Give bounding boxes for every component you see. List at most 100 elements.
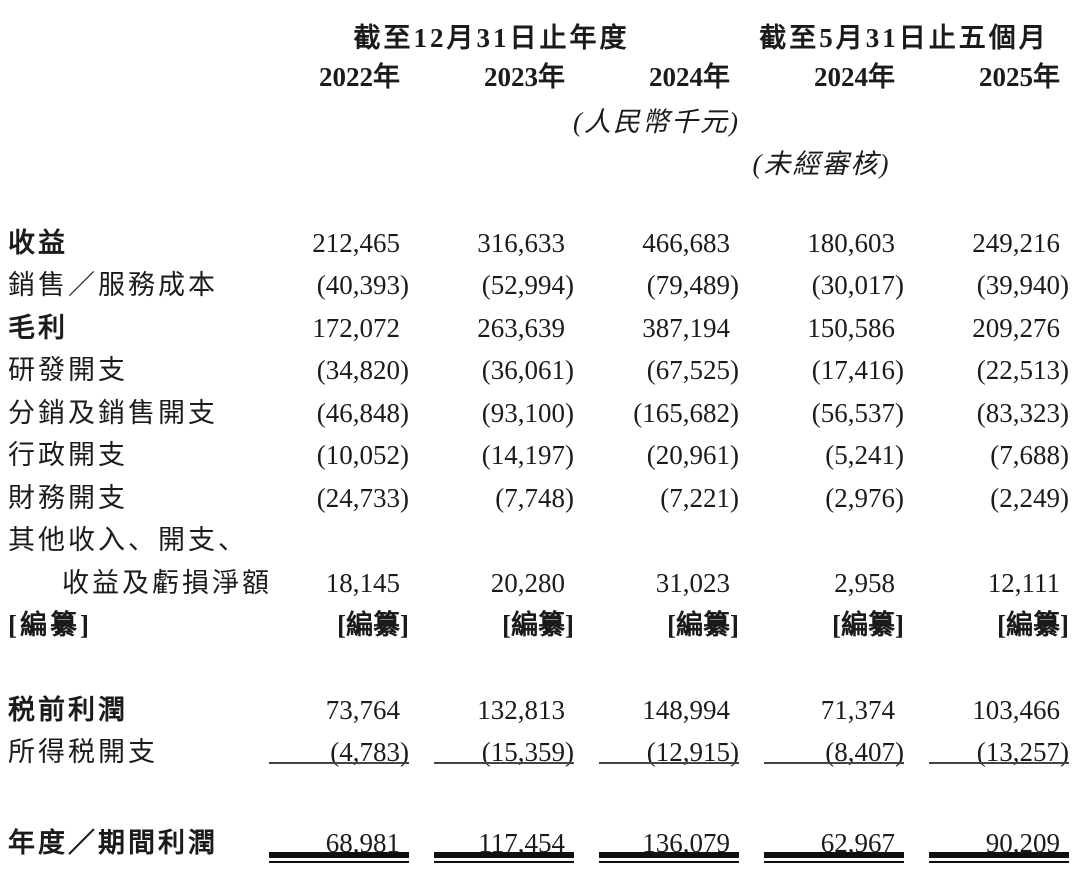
cell-redacted-2025: [編纂] <box>997 610 1069 641</box>
column-group-header-row: 截至12月31日止年度 截至5月31日止五個月 <box>8 14 1077 56</box>
cell-revenue-2022: 212,465 <box>312 227 400 258</box>
cell-other-2025: 12,111 <box>987 567 1060 598</box>
row-cost-of-sales: 銷售／服務成本 (40,393) (52,994) (79,489) (30,0… <box>8 265 1077 308</box>
cell-fin-2024-5m: (2,976) <box>825 482 904 513</box>
row-other-income-line1: 其他收入、開支、 <box>8 520 1077 563</box>
cell-pbt-2024: 148,994 <box>642 694 730 725</box>
cell-tax-2022: (4,783) <box>244 739 409 766</box>
cell-other-2022: 18,145 <box>325 567 400 598</box>
cell-profit-2023: 117,454 <box>409 829 574 863</box>
cell-cost-2022: (40,393) <box>316 270 409 301</box>
row-label: 毛利 <box>8 312 68 343</box>
cell-admin-2023: (14,197) <box>481 440 574 471</box>
column-group-five-months-ended-may31: 截至5月31日止五個月 <box>759 22 1049 53</box>
row-admin-expenses: 行政開支 (10,052) (14,197) (20,961) (5,241) … <box>8 435 1077 478</box>
row-label: 其他收入、開支、 <box>8 525 248 556</box>
row-label: 收益 <box>8 227 68 258</box>
unit-note-row: (人民幣千元) <box>8 98 1077 140</box>
cell-pbt-2022: 73,764 <box>325 694 400 725</box>
row-gross-profit: 毛利 172,072 263,639 387,194 150,586 209,2… <box>8 307 1077 350</box>
cell-redacted-2024-5m: [編纂] <box>832 610 904 641</box>
row-rd-expenses: 研發開支 (34,820) (36,061) (67,525) (17,416)… <box>8 350 1077 393</box>
row-revenue: 收益 212,465 316,633 466,683 180,603 249,2… <box>8 222 1077 265</box>
row-redacted: [編纂] [編纂] [編纂] [編纂] [編纂] [編纂] <box>8 605 1077 648</box>
cell-rd-2024-5m: (17,416) <box>811 355 904 386</box>
row-profit-for-period: 年度／期間利潤 68,981 117,454 136,079 62,967 90… <box>8 822 1077 865</box>
currency-unit-note: (人民幣千元) <box>573 106 740 137</box>
row-label: 行政開支 <box>8 440 128 471</box>
row-label: 分銷及銷售開支 <box>8 397 218 428</box>
cell-redacted-2024: [編纂] <box>667 610 739 641</box>
cell-gross-2023: 263,639 <box>477 312 565 343</box>
spacer <box>8 182 1077 222</box>
cell-fin-2023: (7,748) <box>495 482 574 513</box>
year-header-2023: 2023年 <box>484 61 565 92</box>
cell-rd-2023: (36,061) <box>481 355 574 386</box>
cell-redacted-2023: [編纂] <box>502 610 574 641</box>
cell-gross-2025: 209,276 <box>972 312 1060 343</box>
cell-cost-2024: (79,489) <box>646 270 739 301</box>
cell-rd-2022: (34,820) <box>316 355 409 386</box>
spacer <box>8 647 1077 689</box>
row-distribution-selling-expenses: 分銷及銷售開支 (46,848) (93,100) (165,682) (56,… <box>8 392 1077 435</box>
cell-dist-2025: (83,323) <box>976 397 1069 428</box>
cell-cost-2024-5m: (30,017) <box>811 270 904 301</box>
cell-dist-2024: (165,682) <box>633 397 739 428</box>
cell-gross-2022: 172,072 <box>312 312 400 343</box>
financial-statements-table: 截至12月31日止年度 截至5月31日止五個月 2022年 2023年 2024… <box>8 14 1077 865</box>
cell-profit-2025: 90,209 <box>904 829 1069 863</box>
column-group-year-ended-dec31: 截至12月31日止年度 <box>353 22 630 53</box>
cell-other-2023: 20,280 <box>490 567 565 598</box>
cell-dist-2022: (46,848) <box>316 397 409 428</box>
cell-tax-2025: (13,257) <box>904 739 1069 766</box>
cell-dist-2024-5m: (56,537) <box>811 397 904 428</box>
row-label: [編纂] <box>8 610 92 641</box>
cell-revenue-2024-5m: 180,603 <box>807 227 895 258</box>
cell-fin-2024: (7,221) <box>660 482 739 513</box>
row-label: 研發開支 <box>8 355 128 386</box>
cell-tax-2024: (12,915) <box>574 739 739 766</box>
cell-pbt-2024-5m: 71,374 <box>820 694 895 725</box>
row-label: 所得税開支 <box>8 737 158 768</box>
cell-gross-2024-5m: 150,586 <box>807 312 895 343</box>
spacer <box>8 774 1077 822</box>
cell-fin-2022: (24,733) <box>316 482 409 513</box>
cell-revenue-2024: 466,683 <box>642 227 730 258</box>
cell-cost-2025: (39,940) <box>976 270 1069 301</box>
cell-profit-2022: 68,981 <box>244 829 409 863</box>
row-label: 財務開支 <box>8 482 128 513</box>
cell-admin-2022: (10,052) <box>316 440 409 471</box>
unaudited-note: (未經審核) <box>752 148 891 179</box>
cell-admin-2025: (7,688) <box>990 440 1069 471</box>
unaudited-note-row: (未經審核) <box>8 140 1077 182</box>
row-finance-costs: 財務開支 (24,733) (7,748) (7,221) (2,976) (2… <box>8 477 1077 520</box>
cell-revenue-2023: 316,633 <box>477 227 565 258</box>
cell-revenue-2025: 249,216 <box>972 227 1060 258</box>
cell-redacted-2022: [編纂] <box>337 610 409 641</box>
cell-cost-2023: (52,994) <box>481 270 574 301</box>
row-label: 收益及虧損淨額 <box>62 567 272 598</box>
cell-other-2024: 31,023 <box>655 567 730 598</box>
cell-fin-2025: (2,249) <box>990 482 1069 513</box>
row-other-income-line2: 收益及虧損淨額 18,145 20,280 31,023 2,958 12,11… <box>8 562 1077 605</box>
row-label: 年度／期間利潤 <box>8 827 218 858</box>
cell-profit-2024-5m: 62,967 <box>739 829 904 863</box>
row-label: 銷售／服務成本 <box>8 270 218 301</box>
row-income-tax-expense: 所得税開支 (4,783) (15,359) (12,915) (8,407) … <box>8 732 1077 775</box>
row-profit-before-tax: 税前利潤 73,764 132,813 148,994 71,374 103,4… <box>8 689 1077 732</box>
cell-rd-2024: (67,525) <box>646 355 739 386</box>
cell-tax-2024-5m: (8,407) <box>739 739 904 766</box>
cell-tax-2023: (15,359) <box>409 739 574 766</box>
year-header-2024: 2024年 <box>649 61 730 92</box>
cell-admin-2024: (20,961) <box>646 440 739 471</box>
cell-dist-2023: (93,100) <box>481 397 574 428</box>
cell-gross-2024: 387,194 <box>642 312 730 343</box>
cell-rd-2025: (22,513) <box>976 355 1069 386</box>
cell-profit-2024: 136,079 <box>574 829 739 863</box>
cell-admin-2024-5m: (5,241) <box>825 440 904 471</box>
cell-pbt-2025: 103,466 <box>972 694 1060 725</box>
year-header-2022: 2022年 <box>319 61 400 92</box>
year-header-2024-5m: 2024年 <box>814 61 895 92</box>
cell-other-2024-5m: 2,958 <box>834 567 895 598</box>
row-label: 税前利潤 <box>8 694 128 725</box>
